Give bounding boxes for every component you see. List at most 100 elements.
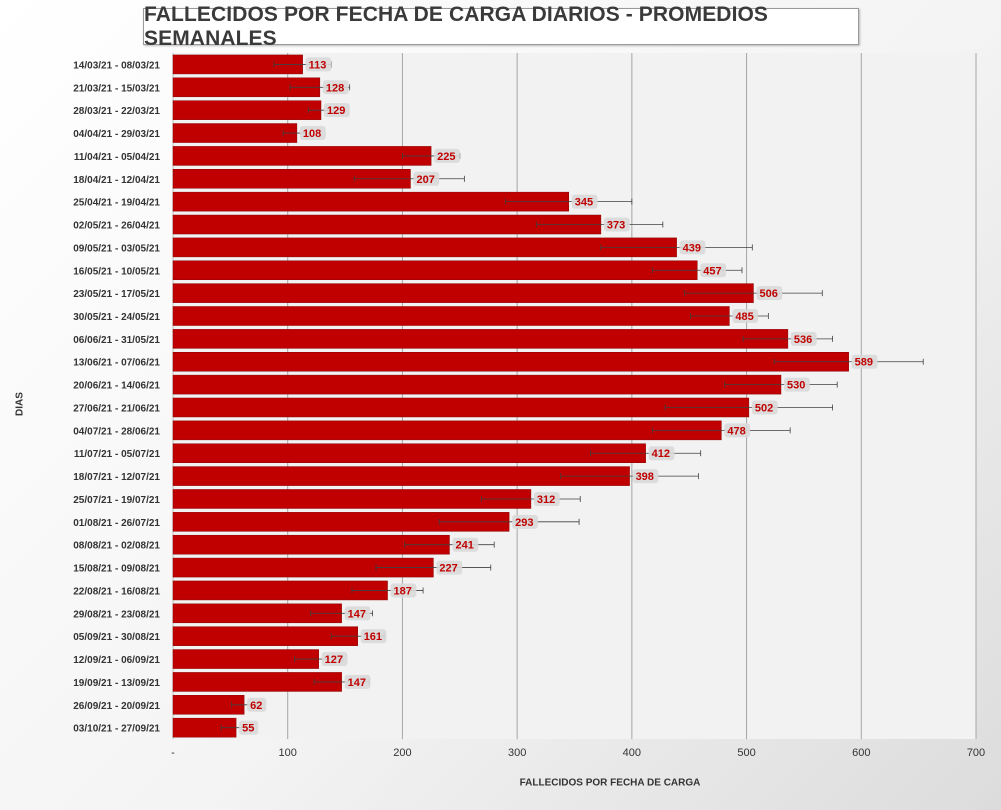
bar: [172, 260, 698, 281]
bar: [172, 283, 754, 303]
chart-title: FALLECIDOS POR FECHA DE CARGA DIARIOS - …: [143, 3, 859, 50]
data-label: 128: [326, 82, 344, 94]
data-label: 412: [652, 448, 670, 460]
bar: [172, 123, 298, 143]
bars-layer: [172, 54, 849, 738]
bar: [172, 397, 750, 418]
data-label-bg: [413, 171, 440, 186]
category-label: 08/08/21 - 02/08/21: [73, 541, 160, 552]
data-label: 312: [537, 494, 555, 506]
x-tick-labels-layer: - 100 200 300 400 500 600 700: [171, 747, 985, 759]
data-label-bg: [632, 469, 659, 484]
x-tick-label: 100: [279, 747, 297, 759]
category-label: 26/09/21 - 20/09/21: [73, 701, 160, 712]
data-label: 129: [327, 105, 345, 117]
data-label: 398: [636, 471, 654, 483]
category-labels-layer: 14/03/21 - 08/03/21 21/03/21 - 15/03/21 28…: [73, 60, 160, 734]
data-label: 62: [250, 700, 262, 712]
plot-area: [173, 53, 976, 739]
y-axis-label: DIAS: [14, 392, 26, 416]
data-label: 147: [348, 608, 366, 620]
data-label: 127: [325, 654, 343, 666]
data-label: 293: [515, 517, 533, 529]
data-label-bg: [724, 423, 751, 438]
data-label-bg: [390, 583, 417, 598]
category-label: 01/08/21 - 26/07/21: [73, 518, 160, 529]
bar: [172, 443, 646, 463]
category-label: 05/09/21 - 30/08/21: [73, 632, 160, 643]
data-label-bg: [751, 400, 778, 415]
data-label-bg: [756, 286, 783, 301]
category-label: 12/09/21 - 06/09/21: [73, 655, 160, 666]
data-label: 225: [437, 151, 455, 163]
category-label: 15/08/21 - 09/08/21: [73, 564, 160, 575]
category-label: 27/06/21 - 21/06/21: [73, 403, 160, 414]
x-tick-label: 200: [393, 747, 411, 759]
data-label-bg: [323, 103, 350, 118]
data-label: 227: [439, 563, 457, 575]
category-label: 28/03/21 - 22/03/21: [73, 106, 160, 117]
data-label: 536: [794, 334, 812, 346]
data-label: 345: [575, 197, 593, 209]
bar: [172, 306, 730, 326]
data-label: 241: [455, 540, 473, 552]
data-label-bg: [512, 514, 538, 529]
bar: [172, 626, 358, 646]
data-label-bg: [700, 263, 727, 278]
category-label: 11/04/21 - 05/04/21: [74, 152, 161, 163]
data-label: 147: [348, 677, 366, 689]
data-label-bg: [732, 309, 759, 324]
category-label: 02/05/21 - 26/04/21: [73, 221, 160, 232]
data-label: 207: [416, 174, 434, 186]
bar: [172, 351, 849, 372]
data-label: 485: [735, 311, 753, 323]
x-tick-label: 500: [737, 747, 755, 759]
data-label-bg: [603, 217, 630, 232]
category-label: 29/08/21 - 23/08/21: [73, 609, 160, 620]
data-label-bg: [783, 377, 810, 392]
bar: [172, 329, 789, 349]
category-label: 14/03/21 - 08/03/21: [73, 60, 160, 71]
data-label-bg: [571, 194, 598, 209]
data-label: 506: [759, 288, 777, 300]
category-label: 06/06/21 - 31/05/21: [73, 335, 160, 346]
data-label: 439: [683, 242, 701, 254]
data-label: 373: [607, 220, 625, 232]
data-label: 530: [787, 380, 805, 392]
x-tick-label: -: [171, 747, 175, 759]
x-tick-label: 400: [623, 747, 641, 759]
category-label: 04/04/21 - 29/03/21: [73, 129, 160, 140]
x-axis-label: FALLECIDOS POR FECHA DE CARGA: [519, 777, 701, 789]
data-label-bg: [344, 606, 371, 621]
category-label: 09/05/21 - 03/05/21: [73, 243, 160, 254]
data-label: 502: [755, 402, 773, 414]
category-label: 22/08/21 - 16/08/21: [73, 586, 160, 597]
data-label-bg: [322, 80, 349, 95]
data-label-bg: [434, 148, 460, 163]
data-label-bg: [299, 126, 326, 141]
data-label-bg: [305, 57, 332, 72]
x-tick-label: 600: [852, 747, 870, 759]
data-label-bg: [648, 446, 675, 461]
x-tick-label: 700: [967, 747, 985, 759]
data-label-bg: [344, 674, 371, 689]
data-label: 457: [703, 265, 721, 277]
data-label: 161: [364, 631, 382, 643]
category-label: 19/09/21 - 13/09/21: [73, 678, 160, 689]
category-label: 23/05/21 - 17/05/21: [73, 289, 160, 300]
data-label-bg: [452, 537, 479, 552]
data-label: 113: [309, 59, 327, 71]
bar: [172, 146, 432, 166]
category-label: 18/04/21 - 12/04/21: [73, 175, 160, 186]
bar: [172, 100, 322, 120]
bar: [172, 374, 782, 395]
data-label: 478: [727, 425, 745, 437]
data-label: 589: [855, 357, 873, 369]
data-label-bg: [436, 560, 463, 575]
category-label: 04/07/21 - 28/06/21: [73, 426, 160, 437]
category-label: 25/04/21 - 19/04/21: [73, 198, 160, 209]
data-label-bg: [851, 354, 878, 369]
data-label-bg: [360, 629, 387, 644]
